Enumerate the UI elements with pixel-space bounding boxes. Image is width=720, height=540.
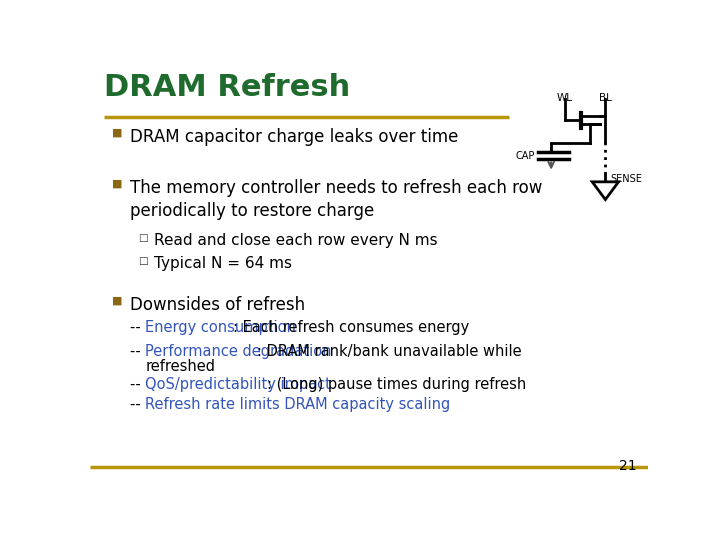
Text: Performance degradation: Performance degradation xyxy=(145,343,331,359)
Text: Typical N = 64 ms: Typical N = 64 ms xyxy=(153,256,292,271)
Text: BL: BL xyxy=(599,92,612,103)
Text: refreshed: refreshed xyxy=(145,359,216,374)
Text: QoS/predictability impact: QoS/predictability impact xyxy=(145,377,330,392)
Text: SENSE: SENSE xyxy=(611,174,643,184)
Text: CAP: CAP xyxy=(516,151,535,161)
Text: --: -- xyxy=(130,320,145,335)
Text: : (Long) pause times during refresh: : (Long) pause times during refresh xyxy=(267,377,526,392)
Text: □: □ xyxy=(138,256,148,266)
Text: Read and close each row every N ms: Read and close each row every N ms xyxy=(153,233,437,248)
Text: : Each refresh consumes energy: : Each refresh consumes energy xyxy=(233,320,469,335)
Text: --: -- xyxy=(130,377,145,392)
Text: --: -- xyxy=(130,343,145,359)
Text: 21: 21 xyxy=(618,459,636,473)
Text: WL: WL xyxy=(557,92,573,103)
Text: ■: ■ xyxy=(112,296,122,306)
Text: Refresh rate limits DRAM capacity scaling: Refresh rate limits DRAM capacity scalin… xyxy=(145,397,450,413)
Text: : DRAM rank/bank unavailable while: : DRAM rank/bank unavailable while xyxy=(257,343,522,359)
Text: --: -- xyxy=(130,397,145,413)
Text: Energy consumption: Energy consumption xyxy=(145,320,296,335)
Text: ■: ■ xyxy=(112,128,122,138)
Text: □: □ xyxy=(138,233,148,242)
Text: DRAM Refresh: DRAM Refresh xyxy=(104,72,350,102)
Text: DRAM capacitor charge leaks over time: DRAM capacitor charge leaks over time xyxy=(130,128,459,146)
Text: Downsides of refresh: Downsides of refresh xyxy=(130,296,305,314)
Text: ■: ■ xyxy=(112,179,122,189)
Text: The memory controller needs to refresh each row
periodically to restore charge: The memory controller needs to refresh e… xyxy=(130,179,543,220)
